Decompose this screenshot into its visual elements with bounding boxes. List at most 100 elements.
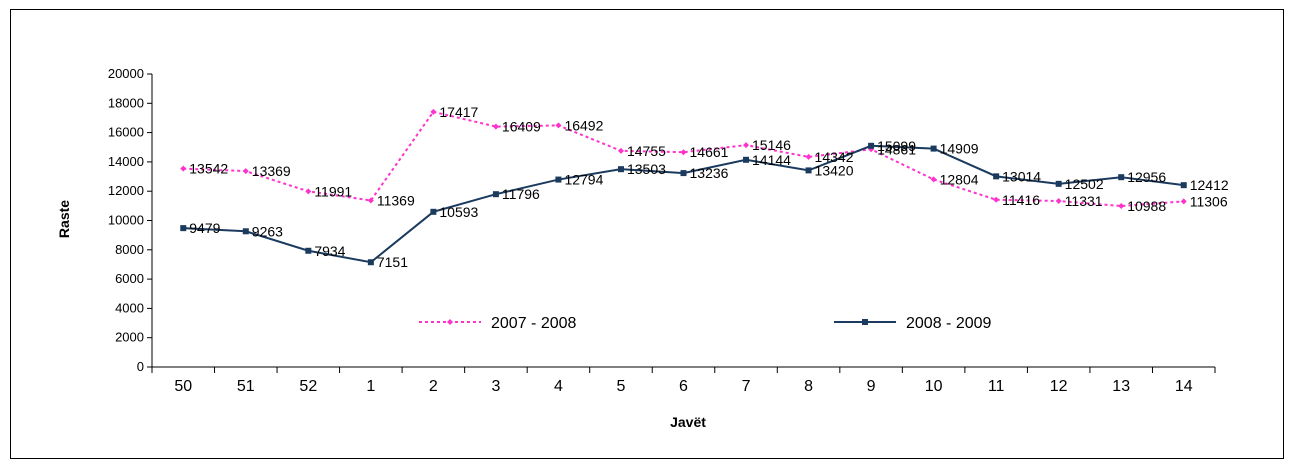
y-tick-label: 0 bbox=[137, 359, 144, 374]
data-point-2007-2008 bbox=[617, 147, 624, 154]
data-label-1: 9263 bbox=[252, 223, 283, 239]
data-label-0: 14861 bbox=[877, 141, 916, 157]
data-point-2008-2009 bbox=[805, 167, 812, 174]
data-point-2008-2009 bbox=[930, 145, 937, 152]
data-point-2008-2009 bbox=[1118, 174, 1125, 181]
data-label-0: 16409 bbox=[502, 119, 541, 135]
data-label-1: 14144 bbox=[752, 152, 791, 168]
y-tick-label: 16000 bbox=[108, 125, 144, 140]
data-label-1: 13420 bbox=[815, 162, 854, 178]
data-label-1: 15099 bbox=[877, 138, 916, 154]
x-tick-label: 12 bbox=[1050, 378, 1068, 395]
x-tick-label: 8 bbox=[804, 378, 813, 395]
data-label-1: 10593 bbox=[439, 204, 478, 220]
data-point-2007-2008 bbox=[805, 153, 812, 160]
data-label-1: 7151 bbox=[377, 254, 408, 270]
y-tick-label: 2000 bbox=[115, 330, 144, 345]
y-tick-label: 18000 bbox=[108, 95, 144, 110]
data-point-2007-2008 bbox=[430, 108, 437, 115]
data-point-2007-2008 bbox=[930, 176, 937, 183]
x-tick-label: 7 bbox=[742, 378, 751, 395]
data-label-0: 16492 bbox=[564, 117, 603, 133]
data-point-2008-2009 bbox=[680, 170, 687, 177]
data-label-0: 17417 bbox=[439, 104, 478, 120]
data-label-0: 14342 bbox=[815, 149, 854, 165]
y-axis-title: Raste bbox=[56, 200, 72, 238]
x-tick-label: 1 bbox=[366, 378, 375, 395]
data-labels: 13542 13369 11991 11369 17417 16409 16492 14755… bbox=[189, 104, 1229, 270]
data-label-1: 12794 bbox=[564, 172, 603, 188]
x-tick-label: 10 bbox=[925, 378, 943, 395]
chart-frame: 0 2000 4000 6000 8000 10000 12000 14000 16000 180… bbox=[10, 9, 1284, 459]
data-label-0: 11331 bbox=[1065, 193, 1103, 209]
x-tick-label: 52 bbox=[299, 378, 317, 395]
data-point-2008-2009 bbox=[492, 191, 499, 198]
data-point-2008-2009 bbox=[180, 225, 187, 232]
data-point-2007-2008 bbox=[492, 123, 499, 130]
y-tick-label: 6000 bbox=[115, 271, 144, 286]
data-point-2007-2008 bbox=[555, 122, 562, 129]
data-point-2007-2008 bbox=[367, 197, 374, 204]
data-label-0: 11991 bbox=[314, 183, 352, 199]
data-label-1: 12956 bbox=[1127, 169, 1166, 185]
x-tick-label: 50 bbox=[174, 378, 192, 395]
legend-marker-2008-2009 bbox=[862, 319, 868, 325]
x-tick-label: 2 bbox=[429, 378, 438, 395]
data-point-2008-2009 bbox=[868, 142, 875, 149]
data-label-1: 7934 bbox=[314, 243, 345, 259]
data-point-2008-2009 bbox=[555, 176, 562, 183]
data-point-2008-2009 bbox=[617, 166, 624, 173]
data-label-0: 10988 bbox=[1127, 198, 1166, 214]
data-label-0: 11416 bbox=[1002, 192, 1040, 208]
data-label-0: 11306 bbox=[1190, 193, 1228, 209]
x-tick-label: 9 bbox=[867, 378, 876, 395]
data-label-0: 14661 bbox=[690, 144, 729, 160]
legend-label-2008-2009: 2008 - 2009 bbox=[906, 315, 992, 332]
legend-item-2008-2009: 2008 - 2009 bbox=[834, 315, 992, 332]
data-point-2008-2009 bbox=[743, 156, 750, 163]
series-line-0 bbox=[183, 110, 1184, 208]
legend-item-2007-2008: 2007 - 2008 bbox=[419, 315, 577, 332]
x-tick-label: 14 bbox=[1175, 378, 1193, 395]
data-point-2007-2008 bbox=[1055, 198, 1062, 205]
data-point-2008-2009 bbox=[1055, 180, 1062, 187]
x-tick-label: 11 bbox=[988, 378, 1005, 395]
data-label-1: 12412 bbox=[1190, 177, 1229, 193]
data-label-0: 14755 bbox=[627, 143, 666, 159]
data-label-0: 11369 bbox=[377, 192, 415, 208]
data-point-2008-2009 bbox=[430, 208, 437, 215]
data-point-2008-2009 bbox=[1180, 182, 1187, 189]
x-tick-label: 13 bbox=[1112, 378, 1130, 395]
data-point-2007-2008 bbox=[743, 142, 750, 149]
x-tick-label: 5 bbox=[617, 378, 626, 395]
axes: 0 2000 4000 6000 8000 10000 12000 14000 16000 180… bbox=[108, 66, 1216, 395]
y-tick-label: 12000 bbox=[108, 183, 144, 198]
y-tick-label: 4000 bbox=[115, 300, 144, 315]
data-label-0: 13542 bbox=[189, 161, 228, 177]
data-point-2007-2008 bbox=[993, 196, 1000, 203]
x-tick-label: 6 bbox=[679, 378, 688, 395]
data-label-1: 13503 bbox=[627, 161, 666, 177]
series-layer bbox=[180, 108, 1187, 266]
line-chart: 0 2000 4000 6000 8000 10000 12000 14000 16000 180… bbox=[56, 66, 1229, 430]
data-point-2007-2008 bbox=[242, 168, 249, 175]
x-tick-label: 3 bbox=[491, 378, 500, 395]
data-point-2007-2008 bbox=[1118, 203, 1125, 210]
data-point-2007-2008 bbox=[305, 188, 312, 195]
data-point-2007-2008 bbox=[680, 149, 687, 156]
x-tick-label: 51 bbox=[237, 378, 255, 395]
y-tick-label: 14000 bbox=[108, 154, 144, 169]
data-label-1: 14909 bbox=[940, 141, 979, 157]
y-tick-label: 8000 bbox=[115, 242, 144, 257]
data-label-0: 15146 bbox=[752, 137, 791, 153]
data-label-1: 9479 bbox=[189, 220, 220, 236]
data-label-1: 11796 bbox=[502, 186, 540, 202]
data-point-2007-2008 bbox=[1180, 198, 1187, 205]
data-point-2007-2008 bbox=[180, 165, 187, 172]
x-axis-title: Javët bbox=[670, 414, 706, 430]
data-label-0: 13369 bbox=[252, 163, 291, 179]
data-point-2008-2009 bbox=[305, 247, 312, 254]
data-label-1: 12502 bbox=[1065, 176, 1104, 192]
x-tick-label: 4 bbox=[554, 378, 563, 395]
y-tick-label: 10000 bbox=[108, 213, 144, 228]
